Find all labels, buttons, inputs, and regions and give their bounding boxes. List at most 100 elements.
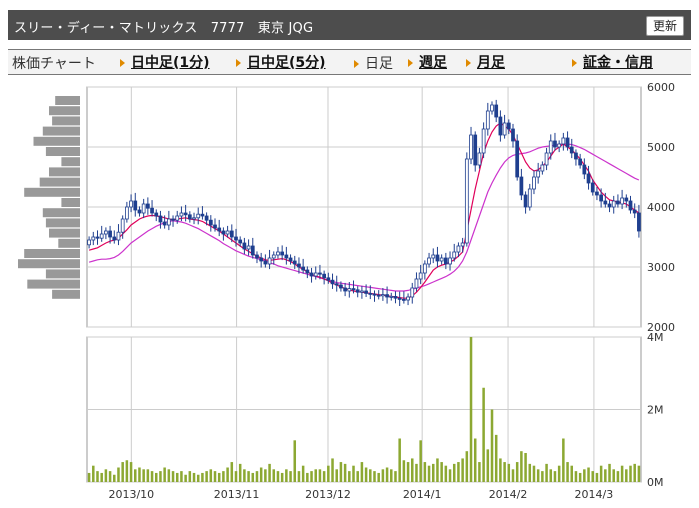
candle-body — [364, 290, 368, 294]
volume-bar — [541, 471, 544, 482]
tab-margin-label[interactable]: 証金・信用 — [583, 55, 653, 71]
volume-bar — [570, 465, 574, 482]
volume-profile-bar — [45, 269, 80, 279]
candle-body — [347, 288, 352, 292]
volume-bar — [280, 472, 284, 482]
volume-bar — [352, 465, 355, 482]
arrow-icon — [236, 59, 241, 67]
candle-body — [502, 122, 507, 136]
volume-bar — [373, 471, 376, 482]
candle-body — [204, 215, 209, 221]
price-y-tick-label: 6000 — [647, 81, 675, 94]
candle-body — [590, 182, 595, 193]
price-y-tick-label: 5000 — [647, 141, 675, 154]
volume-bars-layer — [87, 337, 641, 482]
candle-body — [234, 236, 238, 241]
candle-body — [485, 110, 490, 130]
tab-weekly[interactable]: 週足 — [408, 52, 447, 72]
volume-profile — [18, 96, 80, 299]
candle-body — [389, 295, 394, 298]
volume-bar — [217, 472, 221, 482]
candle-body — [481, 128, 486, 154]
volume-y-tick-label: 4M — [647, 331, 664, 344]
volume-bar — [150, 471, 154, 482]
tab-weekly-label[interactable]: 週足 — [419, 55, 447, 71]
volume-bar — [406, 462, 410, 482]
volume-bar — [490, 409, 494, 482]
candle-body — [339, 284, 343, 289]
candle-body — [158, 215, 163, 223]
candle-body — [393, 295, 398, 299]
volume-profile-bar — [49, 106, 80, 116]
volume-bar — [201, 472, 204, 482]
candle-body — [460, 242, 465, 247]
volume-bar — [562, 438, 565, 482]
volume-bar — [104, 469, 108, 482]
volume-bar — [230, 462, 234, 482]
arrow-icon — [572, 59, 577, 67]
volume-bar — [415, 463, 418, 482]
volume-bar — [163, 467, 166, 482]
chart-nav-bar: 株価チャート 日中足(1分) 日中足(5分) 日足 週足 月足 証金・信用 — [8, 49, 691, 75]
tab-intraday-5min-label[interactable]: 日中足(5分) — [247, 55, 326, 71]
tab-intraday-1min[interactable]: 日中足(1分) — [120, 52, 210, 72]
x-axis: 2013/10 2013/11 2013/12 2014/1 2014/2 2014/3 — [108, 488, 613, 501]
candle-body — [360, 290, 364, 293]
tab-monthly[interactable]: 月足 — [466, 52, 505, 72]
refresh-button[interactable]: 更新 — [645, 16, 684, 36]
candle-body — [578, 158, 583, 166]
volume-bar — [247, 471, 250, 482]
volume-profile-bar — [18, 259, 80, 269]
volume-bar — [390, 469, 393, 482]
candle-body — [326, 277, 331, 281]
volume-bar — [444, 465, 448, 482]
volume-bar — [234, 471, 238, 482]
volume-bar — [465, 451, 469, 482]
volume-bar — [175, 472, 179, 482]
volume-bar — [348, 471, 351, 482]
volume-profile-bar — [24, 249, 80, 258]
tab-daily-label[interactable]: 日足 — [365, 56, 393, 72]
tab-margin[interactable]: 証金・信用 — [572, 52, 653, 72]
candle-body — [292, 260, 297, 265]
volume-bar — [96, 471, 99, 482]
volume-bar — [180, 471, 183, 482]
tab-intraday-5min[interactable]: 日中足(5分) — [236, 52, 326, 72]
moving-average-long-line — [88, 143, 640, 292]
x-tick-label: 2013/12 — [305, 488, 351, 501]
candle-body — [322, 273, 326, 279]
candle-body — [116, 231, 121, 241]
candle-body — [511, 128, 515, 142]
volume-bar — [587, 467, 590, 482]
ma-long-layer — [88, 143, 640, 292]
candle-body — [519, 176, 524, 196]
candle-body — [129, 200, 133, 208]
volume-bar — [314, 469, 317, 482]
volume-bar — [171, 471, 175, 482]
volume-bar — [343, 463, 347, 482]
candle-body — [125, 206, 129, 220]
volume-y-tick-label: 0M — [647, 476, 664, 489]
volume-bar — [473, 438, 477, 482]
volume-bar — [436, 458, 439, 482]
volume-y-axis: 4M 2M 0M — [647, 331, 664, 489]
volume-bar — [226, 467, 229, 482]
volume-bar — [289, 471, 292, 482]
candle-body — [637, 212, 641, 232]
candle-body — [208, 219, 213, 226]
candle-body — [469, 134, 473, 160]
volume-profile-bar — [61, 198, 80, 207]
volume-bar — [100, 472, 103, 482]
volume-bar — [427, 465, 431, 482]
tab-monthly-label[interactable]: 月足 — [477, 55, 505, 71]
volume-bar — [608, 463, 611, 482]
volume-bar — [578, 472, 582, 482]
candle-body — [376, 294, 381, 297]
tab-intraday-1min-label[interactable]: 日中足(1分) — [131, 55, 210, 71]
volume-bar — [532, 465, 536, 482]
candle-body — [330, 279, 335, 285]
candle-body — [586, 173, 591, 184]
candle-body — [305, 269, 310, 274]
tab-daily[interactable]: 日足 — [354, 53, 393, 73]
volume-bar — [595, 472, 599, 482]
